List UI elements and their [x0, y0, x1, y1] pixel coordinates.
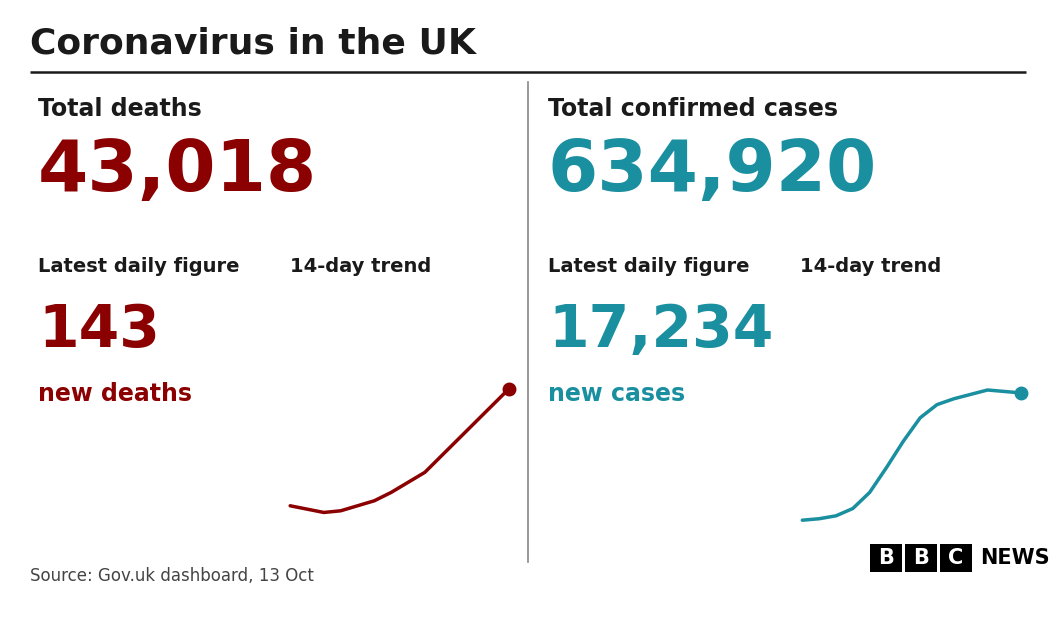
Text: new deaths: new deaths [38, 382, 192, 406]
Text: 143: 143 [38, 302, 159, 359]
Text: 634,920: 634,920 [548, 137, 878, 206]
FancyBboxPatch shape [905, 544, 937, 572]
Text: C: C [948, 548, 964, 568]
Text: Total deaths: Total deaths [38, 97, 202, 121]
Text: B: B [878, 548, 894, 568]
Text: B: B [913, 548, 929, 568]
Text: 43,018: 43,018 [38, 137, 317, 206]
Text: Latest daily figure: Latest daily figure [548, 257, 750, 276]
FancyBboxPatch shape [940, 544, 972, 572]
FancyBboxPatch shape [870, 544, 902, 572]
Text: 14-day trend: 14-day trend [290, 257, 431, 276]
Text: NEWS: NEWS [980, 548, 1050, 568]
Text: 14-day trend: 14-day trend [800, 257, 941, 276]
Text: Total confirmed cases: Total confirmed cases [548, 97, 838, 121]
Text: Coronavirus in the UK: Coronavirus in the UK [30, 27, 476, 61]
Text: 17,234: 17,234 [548, 302, 773, 359]
Text: new cases: new cases [548, 382, 685, 406]
Text: Latest daily figure: Latest daily figure [38, 257, 240, 276]
Text: Source: Gov.uk dashboard, 13 Oct: Source: Gov.uk dashboard, 13 Oct [30, 567, 314, 585]
